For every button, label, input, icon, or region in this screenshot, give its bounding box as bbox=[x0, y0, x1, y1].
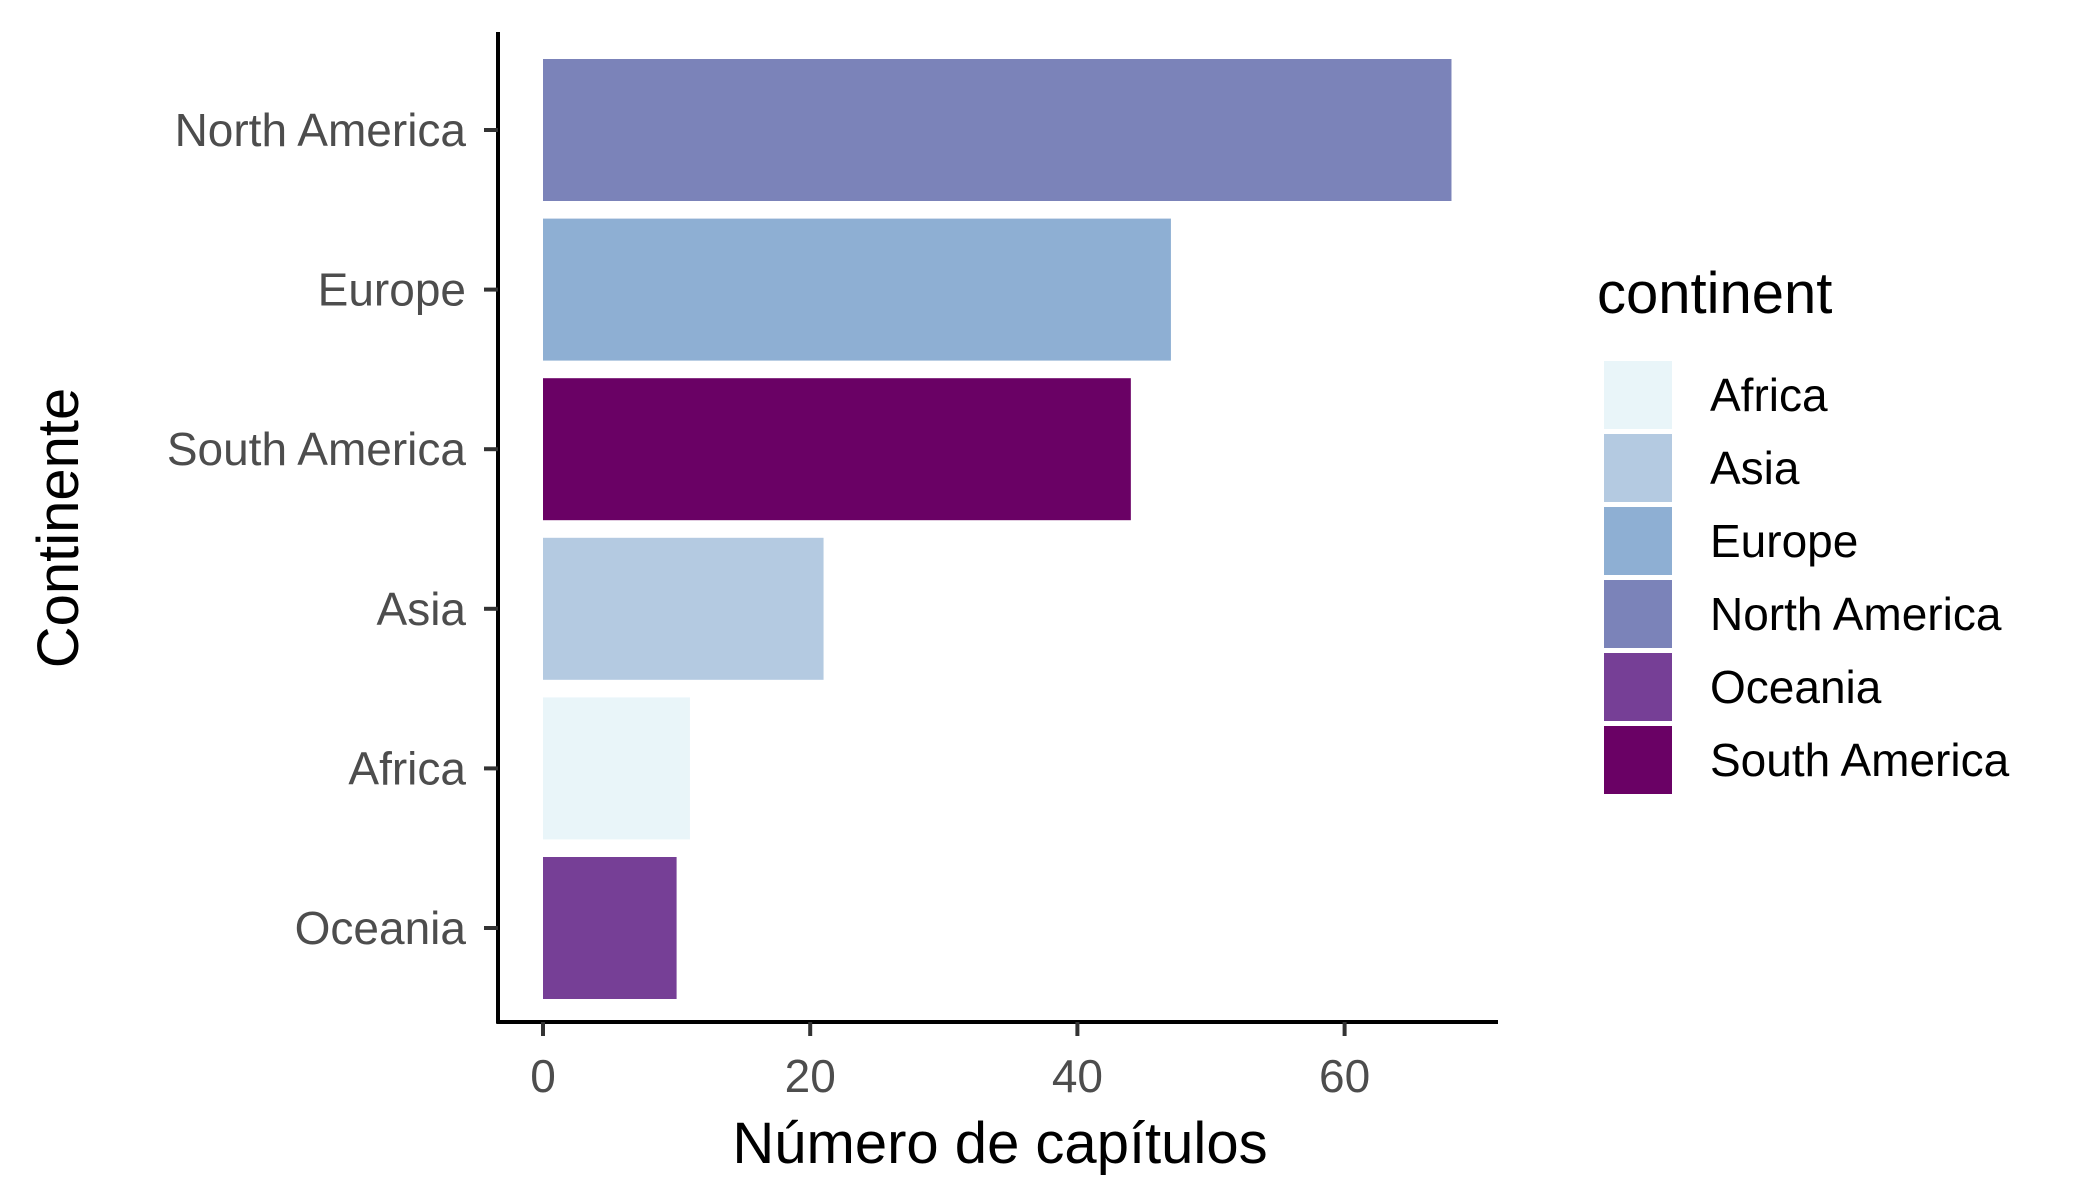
y-tick-label: Oceania bbox=[295, 902, 467, 954]
y-tick-label: North America bbox=[175, 104, 467, 156]
y-tick-label: Africa bbox=[348, 742, 466, 794]
legend-label: South America bbox=[1710, 734, 2010, 786]
legend-key-europe bbox=[1604, 507, 1672, 575]
y-tick-label: South America bbox=[167, 423, 467, 475]
bar-africa bbox=[543, 697, 690, 840]
legend-title: continent bbox=[1597, 261, 1832, 326]
x-tick-label: 20 bbox=[785, 1050, 836, 1102]
x-axis-title: Número de capítulos bbox=[732, 1111, 1267, 1176]
legend-key-oceania bbox=[1604, 653, 1672, 721]
legend-label: Oceania bbox=[1710, 661, 1882, 713]
legend-key-north-america bbox=[1604, 580, 1672, 648]
x-axis: 0 20 40 60 bbox=[496, 1020, 1498, 1102]
legend-items: Africa Asia Europe North America Oceania Sout… bbox=[1604, 361, 2010, 794]
legend-label: Europe bbox=[1710, 515, 1858, 567]
y-tick-label: Asia bbox=[377, 583, 467, 635]
legend-label: Africa bbox=[1710, 369, 1828, 421]
x-tick-label: 0 bbox=[530, 1050, 556, 1102]
legend-key-asia bbox=[1604, 434, 1672, 502]
legend: continent Africa Asia Europe North America O… bbox=[1597, 261, 2010, 794]
y-axis-title: Continente bbox=[26, 388, 91, 669]
legend-label: Asia bbox=[1710, 442, 1800, 494]
x-tick-label: 60 bbox=[1319, 1050, 1370, 1102]
legend-key-south-america bbox=[1604, 726, 1672, 794]
legend-label: North America bbox=[1710, 588, 2002, 640]
bar-europe bbox=[543, 218, 1171, 361]
legend-key-africa bbox=[1604, 361, 1672, 429]
bar-oceania bbox=[543, 857, 677, 999]
y-axis: North America Europe South America Asia Afri… bbox=[167, 32, 500, 1024]
bar-north-america bbox=[543, 59, 1452, 201]
y-tick-label: Europe bbox=[318, 264, 466, 316]
bars-layer bbox=[543, 59, 1452, 999]
bar-asia bbox=[543, 537, 824, 680]
x-tick-label: 40 bbox=[1052, 1050, 1103, 1102]
bar-south-america bbox=[543, 378, 1131, 521]
